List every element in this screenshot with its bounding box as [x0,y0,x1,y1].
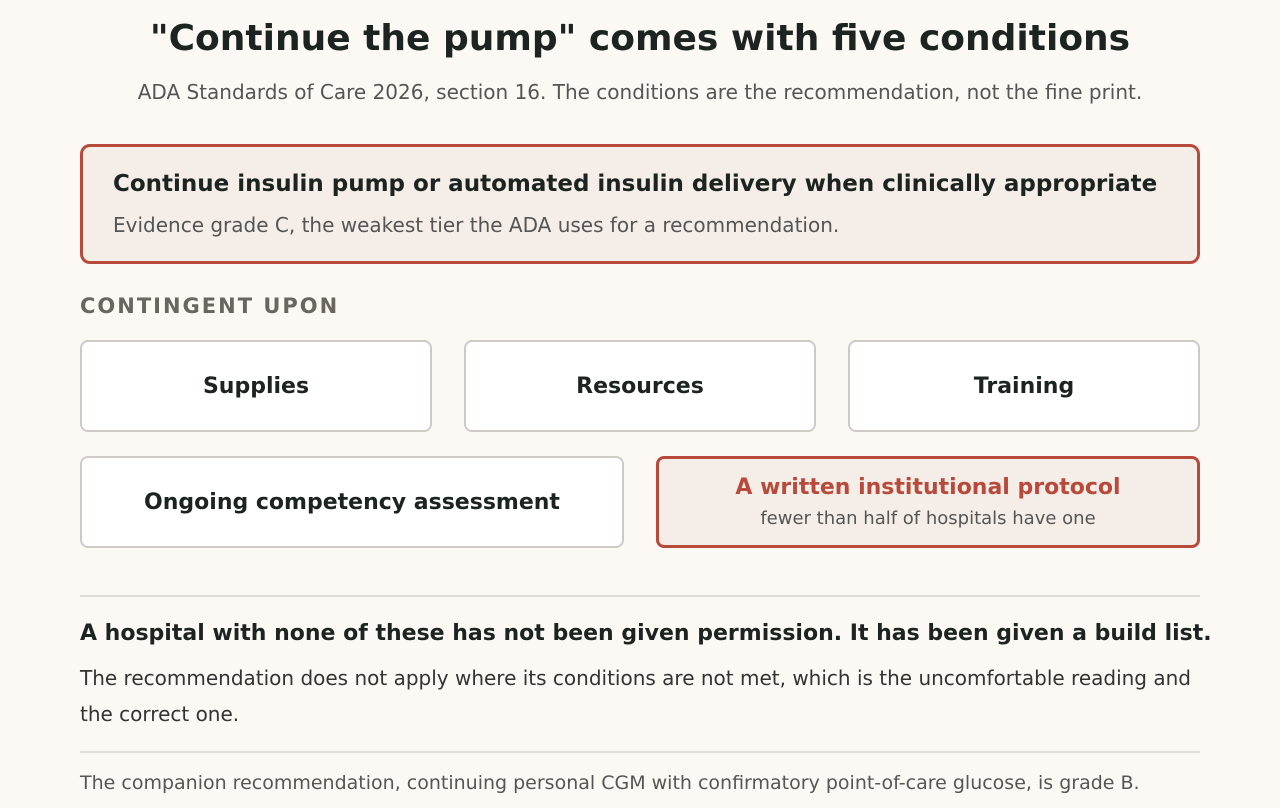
condition-label: A written institutional protocol [735,475,1121,500]
recommendation-card: Continue insulin pump or automated insul… [80,144,1200,264]
condition-label: Training [973,373,1075,399]
divider [80,595,1200,597]
recommendation-note: Evidence grade C, the weakest tier the A… [113,213,840,237]
condition-box: Resources [464,340,816,432]
recommendation-title: Continue insulin pump or automated insul… [113,171,1158,197]
condition-label: Resources [576,373,704,399]
takeaway-headline: A hospital with none of these has not be… [80,621,1212,646]
footnote: The companion recommendation, continuing… [80,772,1140,794]
condition-box: Supplies [80,340,432,432]
section-label: CONTINGENT UPON [80,294,340,318]
condition-label: Supplies [202,373,310,399]
condition-box-highlight: A written institutional protocol fewer th… [656,456,1200,548]
condition-box: Training [848,340,1200,432]
takeaway-body: The recommendation does not apply where … [80,666,1191,726]
condition-note: fewer than half of hospitals have one [760,508,1096,529]
divider [80,751,1200,753]
condition-label: Ongoing competency assessment [144,489,560,515]
condition-box: Ongoing competency assessment [80,456,624,548]
subtitle: ADA Standards of Care 2026, section 16. … [137,80,1143,104]
title: "Continue the pump" comes with five cond… [149,18,1131,59]
